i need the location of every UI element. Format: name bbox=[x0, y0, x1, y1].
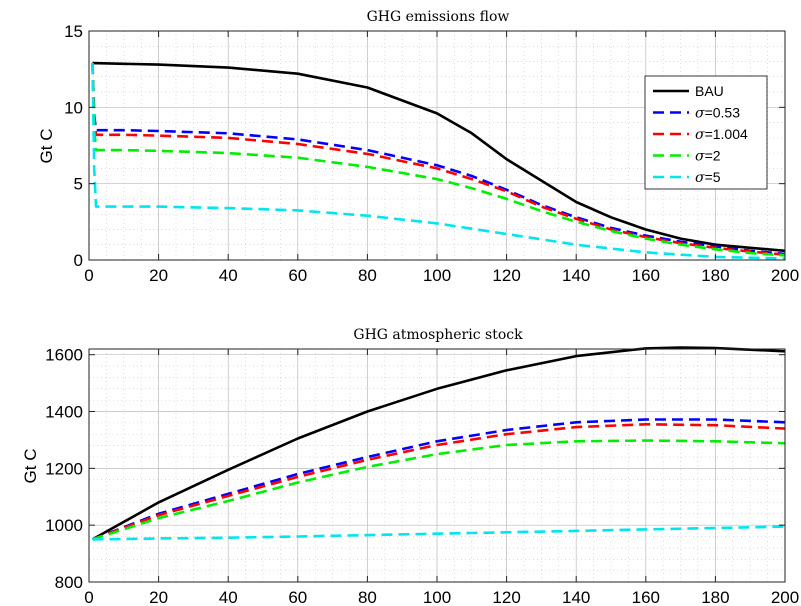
y-tick-label: 0 bbox=[74, 251, 83, 270]
series-line bbox=[91, 63, 786, 256]
series-line bbox=[92, 422, 786, 541]
legend-symbol: σ bbox=[695, 127, 705, 143]
y-tick-label: 10 bbox=[64, 98, 83, 117]
x-tick-label: 100 bbox=[423, 588, 451, 606]
legend-entry: σ=1.004 bbox=[695, 126, 748, 143]
atmospheric-stock-chart: GHG atmospheric stock Gt C 0 20 40 60 80 100 1… bbox=[21, 327, 799, 606]
chart-title: GHG emissions flow bbox=[367, 9, 510, 25]
series-line bbox=[91, 63, 786, 260]
legend-label: =2 bbox=[705, 148, 721, 164]
series-line bbox=[92, 525, 786, 541]
y-tick-label: 1000 bbox=[45, 516, 83, 535]
legend-entry: σ=2 bbox=[695, 148, 721, 165]
y-axis-label: Gt C bbox=[37, 129, 56, 164]
y-tick-label: 1600 bbox=[45, 346, 83, 365]
x-tick-label: 140 bbox=[562, 588, 590, 606]
x-tick-label: 100 bbox=[423, 266, 451, 285]
x-tick-label: 140 bbox=[562, 266, 590, 285]
x-tick-label: 60 bbox=[288, 588, 307, 606]
x-tick-label: 80 bbox=[358, 266, 377, 285]
series-line bbox=[92, 439, 786, 541]
legend-label: BAU bbox=[695, 83, 724, 99]
series-line bbox=[92, 418, 786, 541]
x-tick-label: 200 bbox=[771, 266, 799, 285]
x-tick-label: 20 bbox=[149, 266, 168, 285]
x-tick-label: 0 bbox=[84, 588, 93, 606]
x-tick-label: 0 bbox=[84, 266, 93, 285]
legend-entry: BAU bbox=[695, 83, 724, 99]
x-tick-label: 160 bbox=[632, 266, 660, 285]
legend-symbol: σ bbox=[695, 106, 705, 122]
legend-symbol: σ bbox=[695, 170, 705, 186]
series-line bbox=[92, 61, 786, 253]
y-tick-label: 800 bbox=[55, 573, 83, 592]
chart-title: GHG atmospheric stock bbox=[353, 327, 523, 343]
x-tick-label: 200 bbox=[771, 588, 799, 606]
x-tick-label: 40 bbox=[219, 266, 238, 285]
x-tick-label: 20 bbox=[149, 588, 168, 606]
legend-entry: σ=0.53 bbox=[695, 105, 740, 122]
legend-symbol: σ bbox=[695, 149, 705, 165]
x-tick-label: 120 bbox=[492, 266, 520, 285]
x-tick-label: 160 bbox=[632, 588, 660, 606]
legend-label: =5 bbox=[705, 169, 721, 185]
y-axis-label: Gt C bbox=[21, 449, 40, 484]
y-tick-label: 1200 bbox=[45, 459, 83, 478]
series-line bbox=[91, 63, 786, 256]
y-tick-label: 15 bbox=[64, 22, 83, 41]
legend-label: =1.004 bbox=[705, 126, 748, 142]
x-tick-label: 180 bbox=[701, 588, 729, 606]
x-tick-label: 80 bbox=[358, 588, 377, 606]
legend-label: =0.53 bbox=[705, 105, 741, 121]
x-tick-label: 120 bbox=[492, 588, 520, 606]
legend-entry: σ=5 bbox=[695, 169, 721, 186]
series-line bbox=[91, 346, 786, 541]
x-tick-label: 40 bbox=[219, 588, 238, 606]
x-tick-label: 60 bbox=[288, 266, 307, 285]
series-line bbox=[91, 63, 786, 257]
y-tick-label: 1400 bbox=[45, 403, 83, 422]
y-tick-label: 5 bbox=[74, 175, 83, 194]
x-tick-label: 180 bbox=[701, 266, 729, 285]
legend-box bbox=[644, 75, 768, 190]
